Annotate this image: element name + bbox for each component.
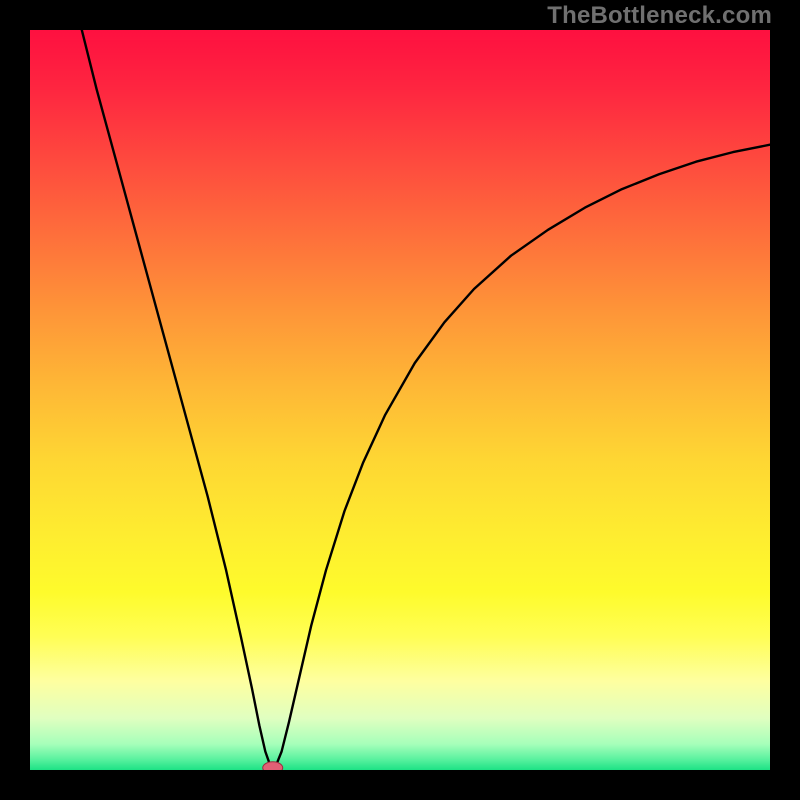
plot-area (30, 30, 770, 770)
bottleneck-chart (30, 30, 770, 770)
watermark-text: TheBottleneck.com (547, 2, 772, 30)
chart-container: TheBottleneck.com (0, 0, 800, 800)
optimal-point-marker (263, 762, 283, 770)
chart-background (30, 30, 770, 770)
